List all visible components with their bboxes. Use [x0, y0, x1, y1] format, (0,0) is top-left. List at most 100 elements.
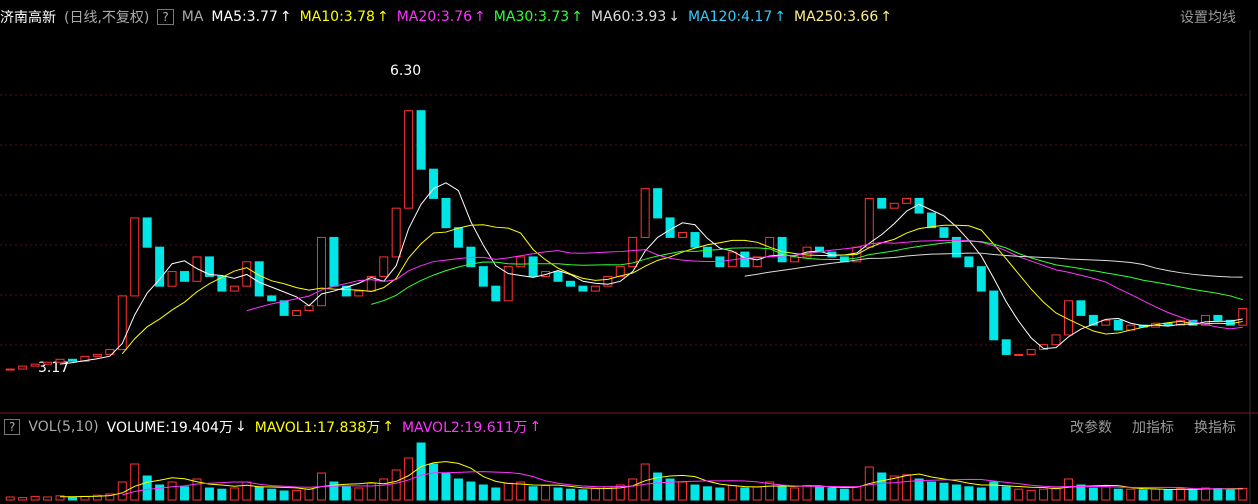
help[interactable]: ?: [157, 9, 174, 25]
vol-indicator: MAVOL2:19.611万: [401, 420, 528, 436]
button[interactable]: 改参数: [1070, 420, 1112, 436]
candle: [142, 217, 152, 248]
candle: [603, 275, 613, 287]
volume-bar: [914, 478, 924, 501]
ma-arrow: ↓: [668, 9, 680, 25]
candle: [976, 266, 986, 292]
candle: [1026, 349, 1036, 355]
candle: [628, 236, 638, 268]
volume-bar: [1213, 488, 1223, 501]
candle: [516, 256, 526, 268]
candle: [354, 290, 364, 297]
candle: [777, 236, 787, 263]
volume-bar: [565, 488, 575, 501]
volume-bar: [927, 481, 937, 501]
volume-bar: [92, 494, 102, 501]
candle: [1063, 300, 1073, 336]
volume-bar: [814, 486, 824, 501]
ma-arrow: ↑: [376, 9, 389, 25]
volume-bar: [429, 463, 439, 501]
candle: [989, 290, 999, 341]
header: 济南高新 (日线,不复权) ? MA MA5:3.77 ↑ MA10:3.78 ↑ MA…: [0, 5, 1258, 29]
volume-bar: [1176, 488, 1186, 501]
volume-bar: [267, 488, 277, 501]
candle: [877, 197, 887, 209]
ma-arrow: ↑: [474, 9, 486, 25]
button[interactable]: 加指标: [1132, 420, 1174, 436]
volume-bar: [167, 481, 177, 501]
volume-bar: [466, 481, 476, 501]
stock-name: 济南高新: [0, 10, 56, 26]
ma-indicator: MA10:3.78: [299, 9, 375, 25]
volume-bar: [1188, 488, 1198, 501]
candle: [1088, 314, 1098, 326]
candle: [1039, 344, 1049, 351]
volume-bar: [839, 488, 849, 501]
candle: [578, 285, 588, 292]
vol-indicator: VOLUME:19.404万: [106, 420, 233, 436]
candle: [229, 285, 239, 292]
ma-line: [59, 182, 1243, 365]
volume-bar: [416, 442, 426, 501]
volume-bar: [702, 486, 712, 501]
candle: [939, 227, 949, 238]
volume-bar: [1238, 487, 1248, 501]
candle: [740, 251, 750, 268]
candle: [180, 271, 190, 282]
volume-bar: [590, 488, 600, 501]
volume-bar: [1051, 487, 1061, 501]
candle: [429, 168, 439, 199]
candle: [1200, 314, 1210, 326]
ma-line: [121, 224, 1243, 355]
volume-bar: [553, 487, 563, 501]
ma-arrow: ↑: [571, 9, 583, 25]
volume-bar: [354, 487, 364, 501]
ma-arrow: ↑: [880, 9, 892, 25]
candle: [565, 280, 575, 287]
buttons: 改参数 加指标 换指标: [1070, 417, 1244, 437]
vol-arrow: ↑: [529, 419, 542, 435]
volume-bar: [740, 487, 750, 501]
volume-bar: [1001, 486, 1011, 501]
volume-bar: [1126, 488, 1136, 501]
volume-bar: [516, 481, 526, 501]
ma-line: [122, 471, 1243, 496]
candle: [478, 266, 488, 287]
volume-bar: [690, 484, 700, 501]
high-label: 6.30: [390, 63, 421, 79]
volume-bar: [341, 486, 351, 501]
candle: [1176, 319, 1186, 326]
candle: [30, 363, 40, 367]
volume-bar: [329, 481, 339, 501]
header-right: 设置均线: [1180, 7, 1244, 27]
volume-bar: [578, 489, 588, 501]
volume-bar: [217, 488, 227, 501]
settings[interactable]: 设置均线: [1180, 10, 1236, 26]
candle: [279, 300, 289, 316]
volume-bar: [55, 495, 65, 501]
ma-indicator: MA60:3.93: [590, 9, 667, 25]
candle: [590, 285, 600, 292]
volume-bar: [752, 486, 762, 501]
volume-bar: [1113, 488, 1123, 501]
vol-arrow: ↓: [234, 419, 247, 435]
volume-bar: [67, 496, 77, 501]
candle: [254, 261, 264, 297]
volume-bar: [254, 486, 264, 501]
button[interactable]: 换指标: [1194, 420, 1236, 436]
volume-bar: [105, 493, 115, 501]
help[interactable]: ?: [4, 419, 21, 435]
candle: [80, 355, 90, 362]
candle: [18, 365, 28, 370]
candle: [55, 358, 65, 363]
volume-bar: [18, 497, 28, 501]
mode: (日线,不复权): [64, 10, 150, 26]
ma-line: [371, 240, 1243, 305]
volume-bar: [1039, 488, 1049, 501]
volume-bar: [180, 486, 190, 501]
candle: [653, 188, 663, 219]
ma-arrow: ↑: [774, 9, 786, 25]
volume-header: ? VOL(5,10) VOLUME:19.404万 ↓ MAVOL1:17.838…: [0, 415, 1258, 439]
volume-bar: [155, 484, 165, 501]
volume-bar: [1101, 486, 1111, 501]
